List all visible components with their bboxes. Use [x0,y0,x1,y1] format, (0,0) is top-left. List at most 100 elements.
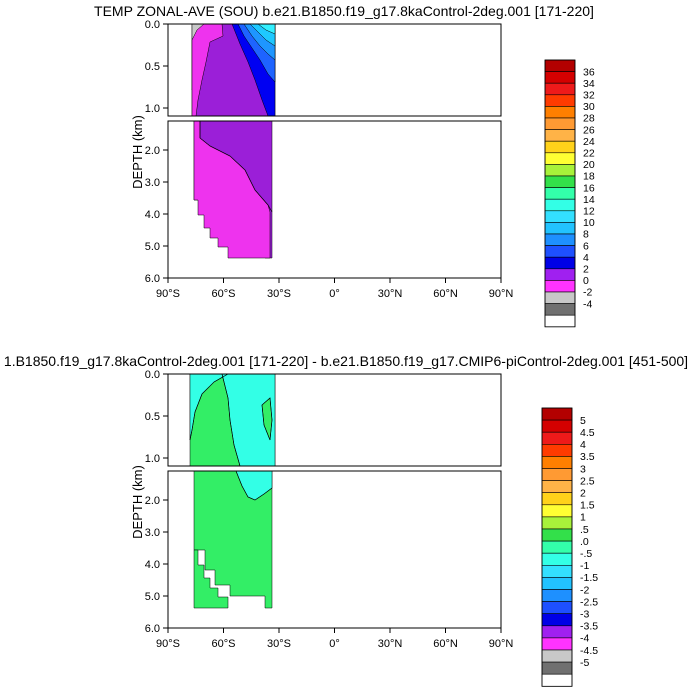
cb2-box [541,516,573,530]
cb2-box [541,673,573,687]
cb1-box [544,140,576,154]
cb2-label: 1.5 [580,500,595,512]
cb1-label: 4 [583,252,589,264]
chart-1-ytick-label: 5.0 [145,241,160,253]
cb2-label: 5 [580,415,586,427]
cb1-label: 22 [583,148,595,160]
cb1-box [544,256,576,270]
chart-2: 1.B1850.f19_g17.8kaControl-2deg.001 [171… [4,353,688,687]
cb2-label: 1 [580,512,586,524]
cb1-label: 8 [583,229,589,241]
cb2-label: 2.5 [580,475,595,487]
cb2-box [541,528,573,542]
cb1-label: 0 [583,275,589,287]
cb1-box [544,59,576,72]
cb2-box [541,504,573,518]
cb1-box [544,82,576,96]
cb1-label: 18 [583,171,595,183]
chart-2-lower-contour [235,471,273,501]
cb2-box [541,564,573,578]
chart-2-xtick-label: 90°N [489,638,514,650]
chart-2-lower-green-region [193,549,229,609]
cb2-box [541,468,573,481]
chart-1-upper-field [190,24,276,116]
cb2-box [541,637,573,651]
cb2-label: 2 [580,488,586,500]
cb2-label: -1 [580,560,589,572]
chart-2-upper-contour [189,374,229,441]
chart-1-ylabel: DEPTH (km) [130,115,145,189]
chart-2-colorbar: 5 4.5 4 3.5 3 2.5 2 1.5 1 .5 .0 -.5 -1 -… [541,407,598,687]
cb2-label: -4.5 [580,645,598,657]
cb2-box [541,577,573,590]
cb2-label: 3 [580,463,586,475]
chart-1-upper-frame [167,23,502,117]
chart-1-ytick-label: 0.0 [145,19,160,31]
cb2-label: -4 [580,633,589,645]
cb1-box [544,303,576,316]
chart-1-xtick-label: 60°N [433,288,458,300]
chart-2-upper-field [189,374,276,466]
chart-1-xticks: 90°S 60°S 30°S 0° 30°N 60°N 90°N [156,278,513,300]
cb2-box [541,661,573,675]
cb1-box [544,106,576,119]
cb1-label: 2 [583,264,589,276]
cb1-box [544,164,576,177]
cb2-box [541,431,573,445]
chart-1-xtick-label: 30°S [267,288,291,300]
chart-2-xtick-label: 0° [329,638,340,650]
cb2-label: -5 [580,657,589,669]
cb1-label: 36 [583,66,595,78]
chart-2-upper-contour [221,374,241,466]
cb1-label: 20 [583,159,595,171]
cb1-label: -2 [583,287,592,299]
cb1-box [544,268,576,281]
chart-1-lower-field [193,121,273,259]
cb2-label: .5 [580,524,589,536]
chart-2-ytick-label: 6.0 [145,623,160,635]
cb1-box [544,198,576,212]
chart-2-ytick-label: 1.0 [145,453,160,465]
cb1-label: 30 [583,101,595,113]
cb2-label: 4.5 [580,427,595,439]
chart-1-xtick-label: 30°N [378,288,403,300]
cb2-box [541,625,573,639]
cb2-box [541,601,573,614]
cb2-box [541,649,573,663]
chart-1-ytick-label: 6.0 [145,273,160,285]
chart-1-colorbar: 36 34 32 30 28 26 24 22 20 18 16 14 12 1… [544,59,595,328]
cb1-label: -4 [583,298,592,310]
cb1-label: 6 [583,240,589,252]
cb2-box [541,552,573,566]
cb2-label: 3.5 [580,451,595,463]
cb2-box [541,540,573,554]
cb2-box [541,480,573,494]
chart-1-upper-magenta-region [191,24,224,116]
cb2-label: -.5 [580,548,592,560]
chart-2-xticks: 90°S 60°S 30°S 0° 30°N 60°N 90°N [156,628,513,650]
cb2-label: -1.5 [580,572,598,584]
cb1-box [544,129,576,142]
cb1-label: 24 [583,136,595,148]
chart-2-upper-frame [167,373,502,467]
chart-2-lower-field [193,471,273,609]
cb1-box [544,152,576,165]
cb1-box [544,94,576,107]
chart-1-xtick-label: 90°S [156,288,180,300]
cb1-box [544,280,576,293]
cb1-box [544,233,576,246]
chart-1-yticks: 0.0 0.5 1.0 2.0 3.0 4.0 5.0 6.0 [145,19,168,285]
chart-2-xtick-label: 60°N [433,638,458,650]
chart-2-yticks: 0.0 0.5 1.0 2.0 3.0 4.0 5.0 6.0 [145,369,168,635]
chart-1-ytick-label: 3.0 [145,177,160,189]
chart-2-ylabel: DEPTH (km) [130,465,145,539]
chart-2-ytick-label: 2.0 [145,495,160,507]
chart-1-xtick-label: 0° [329,288,340,300]
chart-1-upper-cyan-region [257,24,276,35]
cb1-label: 12 [583,206,595,218]
cb1-label: 16 [583,182,595,194]
chart-1-lower-contour [199,121,273,213]
chart-1-ytick-label: 2.0 [145,145,160,157]
cb2-box [541,492,573,506]
cb1-box [544,210,576,223]
